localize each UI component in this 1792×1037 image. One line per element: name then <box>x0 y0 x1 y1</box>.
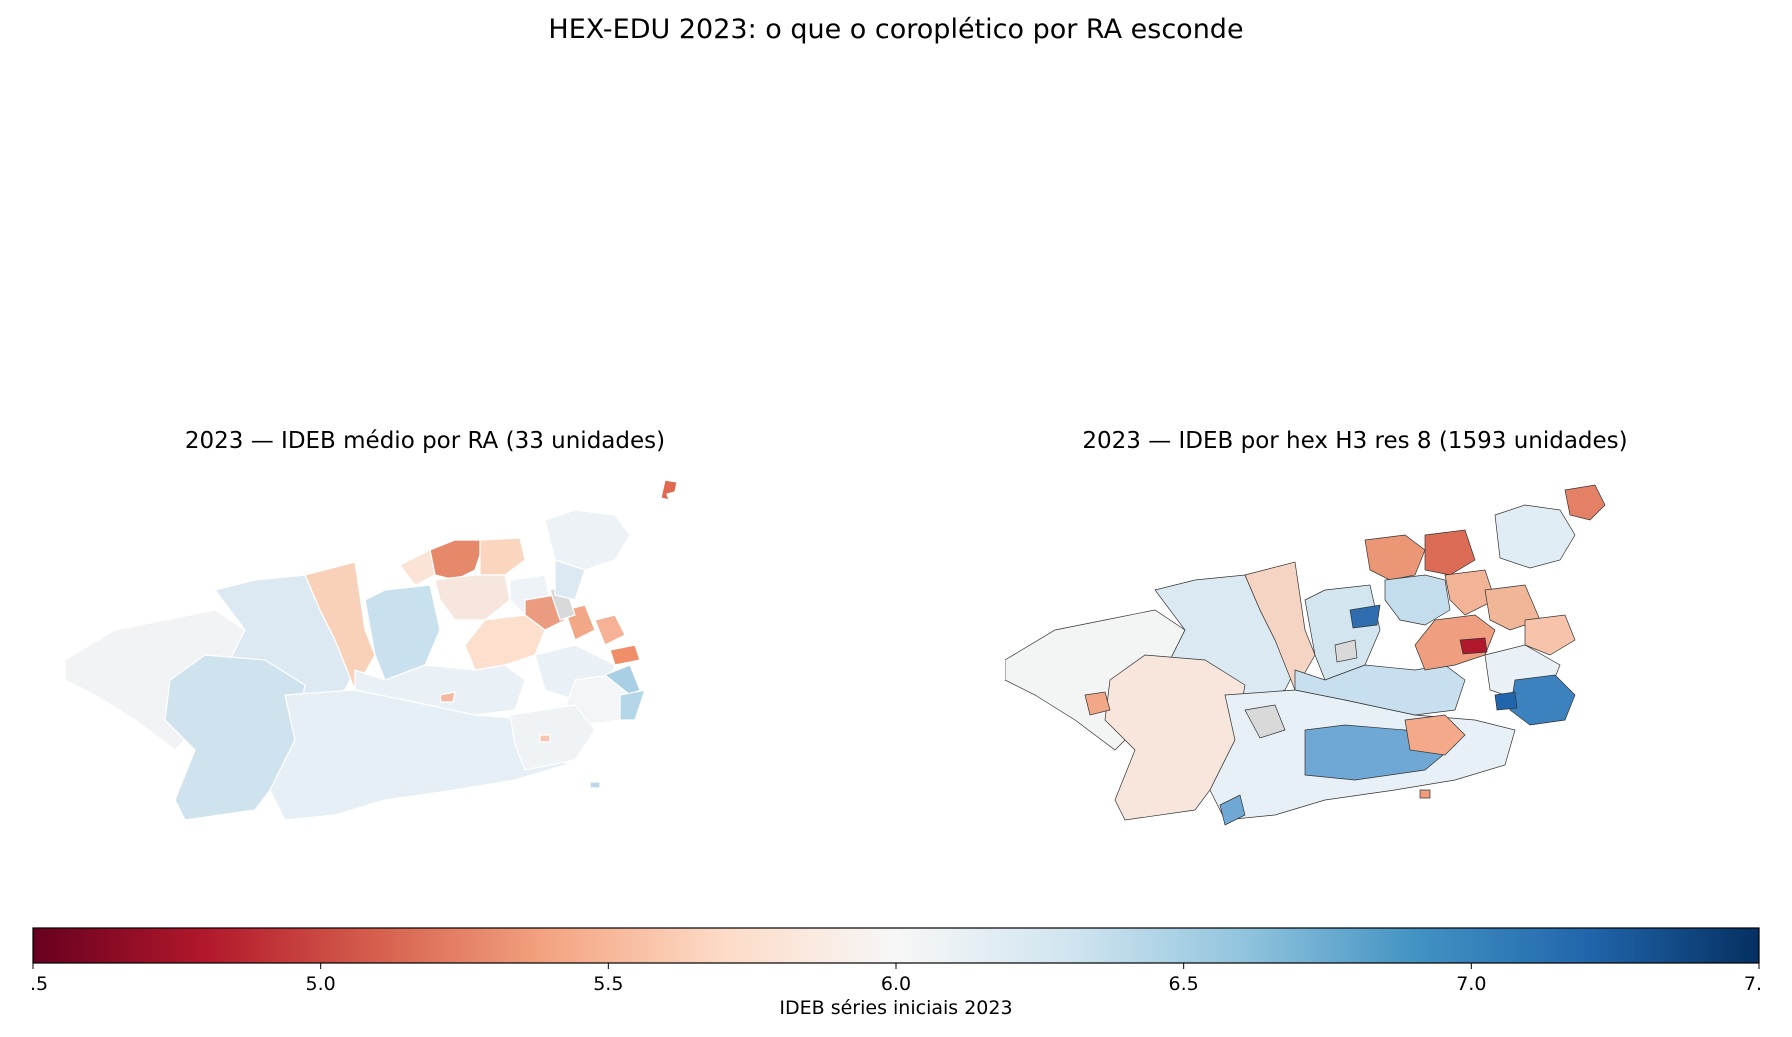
ra-region <box>164 654 306 821</box>
colorbar-label: IDEB séries iniciais 2023 <box>779 997 1012 1018</box>
ra-region <box>594 614 626 646</box>
ra-region <box>354 664 526 716</box>
hex-h3-map <box>1005 484 1606 826</box>
colorbar-tick-label: 5.5 <box>593 973 623 995</box>
ra-region <box>429 539 486 581</box>
ra-region <box>439 691 456 703</box>
colorbar: 4.5 5.0 5.5 6.0 6.5 7.0 7.5 IDEB séries inicia… <box>30 927 1762 1018</box>
ra-region <box>1459 637 1488 655</box>
ra-region <box>1414 614 1496 671</box>
ra-region <box>603 664 641 696</box>
ra-region <box>539 734 551 743</box>
ra-region <box>464 614 546 671</box>
colorbar-tick-label: 6.0 <box>881 973 911 995</box>
ra-region <box>660 480 678 501</box>
ra-region <box>1294 664 1466 716</box>
ra-region <box>1524 614 1576 656</box>
ra-region <box>479 537 526 576</box>
ra-region <box>434 574 511 621</box>
ra-region <box>1564 484 1606 521</box>
figure-title: HEX-EDU 2023: o que o coroplético por RA… <box>548 14 1244 45</box>
ra-region <box>364 584 441 681</box>
colorbar-tick-label: 7.5 <box>1744 973 1762 995</box>
colorbar-tick-label: 4.5 <box>30 973 48 995</box>
ra-region <box>609 644 641 666</box>
ra-region <box>1244 704 1286 739</box>
ra-region <box>399 549 436 586</box>
colorbar-ticks: 4.5 5.0 5.5 6.0 6.5 7.0 7.5 <box>30 963 1762 995</box>
ra-region <box>1084 691 1111 716</box>
left-panel-title: 2023 — IDEB médio por RA (33 unidades) <box>184 428 666 454</box>
colorbar-gradient <box>32 927 1760 964</box>
ra-region <box>1494 691 1518 711</box>
colorbar-tick-label: 5.0 <box>306 973 336 995</box>
ra-region <box>589 781 601 789</box>
ra-choropleth-map <box>64 480 678 821</box>
ra-region <box>1509 674 1576 726</box>
ra-region <box>1244 561 1316 691</box>
ra-region <box>1494 504 1576 569</box>
ra-region <box>509 704 596 771</box>
ra-region <box>1334 639 1358 663</box>
ra-region <box>1104 654 1246 821</box>
ra-region <box>1384 574 1451 626</box>
ra-region <box>1419 789 1431 799</box>
ra-region <box>619 689 646 721</box>
right-panel-title: 2023 — IDEB por hex H3 res 8 (1593 unida… <box>1082 428 1628 454</box>
ra-region <box>304 561 376 692</box>
ra-region <box>1444 569 1496 616</box>
ra-region <box>1364 534 1426 581</box>
ra-region <box>1424 529 1476 576</box>
ra-region <box>554 559 586 601</box>
ra-region <box>1349 604 1381 629</box>
colorbar-tick-label: 7.0 <box>1456 973 1486 995</box>
ra-region <box>1219 794 1246 826</box>
ra-region <box>1404 714 1466 756</box>
colorbar-tick-label: 6.5 <box>1169 973 1199 995</box>
